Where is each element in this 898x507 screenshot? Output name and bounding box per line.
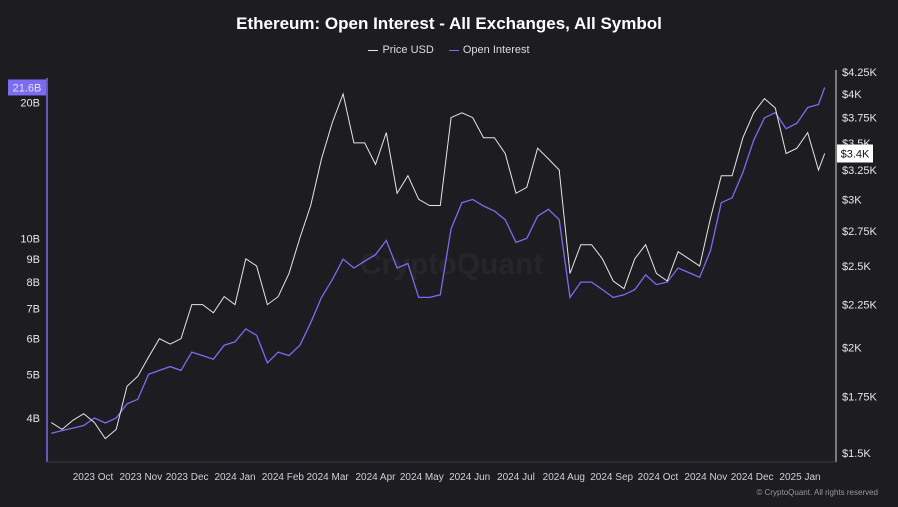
legend-item-oi[interactable]: Open Interest	[448, 44, 530, 56]
x-tick-label: 2024 Sep	[590, 472, 633, 483]
x-tick-label: 2024 Feb	[262, 472, 305, 483]
right-tick-label: $1.75K	[842, 392, 878, 404]
x-tick-label: 2024 Mar	[307, 472, 350, 483]
x-tick-label: 2024 Jul	[497, 472, 535, 483]
x-tick-label: 2024 Dec	[731, 472, 774, 483]
oi-current-label: 21.6B	[13, 82, 42, 94]
right-tick-label: $2K	[842, 343, 862, 355]
right-tick-label: $3K	[842, 194, 862, 206]
x-tick-label: 2024 Aug	[543, 472, 585, 483]
legend-label-oi: Open Interest	[462, 44, 530, 56]
x-tick-label: 2024 Jun	[449, 472, 490, 483]
right-tick-label: $4.25K	[842, 67, 878, 79]
oi-current-badge	[8, 79, 46, 96]
chart-title: Ethereum: Open Interest - All Exchanges,…	[236, 14, 662, 33]
left-tick-label: 7B	[27, 303, 40, 315]
right-tick-label: $3.75K	[842, 113, 878, 125]
x-tick-label: 2023 Nov	[119, 472, 162, 483]
price-series-line	[51, 92, 826, 440]
oi-series-line	[51, 87, 826, 434]
left-tick-label: 6B	[27, 334, 40, 346]
left-tick-label: 5B	[27, 369, 40, 381]
price-current-badge	[837, 144, 873, 163]
left-tick-label: 20B	[20, 98, 40, 110]
x-tick-label: 2023 Oct	[73, 472, 114, 483]
left-tick-label: 10B	[20, 233, 40, 245]
right-tick-label: $2.25K	[842, 300, 878, 312]
legend: Price USD Open Interest	[0, 44, 898, 56]
right-tick-label: $2.75K	[842, 226, 878, 238]
left-tick-label: 9B	[27, 254, 40, 266]
x-tick-label: 2024 Nov	[684, 472, 727, 483]
right-tick-label: $3.25K	[842, 165, 878, 177]
x-tick-label: 2025 Jan	[779, 472, 820, 483]
x-tick-label: 2023 Dec	[166, 472, 209, 483]
right-tick-label: $2.5K	[842, 261, 871, 273]
legend-item-price[interactable]: Price USD	[368, 44, 434, 56]
legend-label-price: Price USD	[382, 44, 434, 56]
x-tick-label: 2024 Oct	[638, 472, 679, 483]
left-tick-label: 8B	[27, 277, 40, 289]
price-current-label: $3.4K	[841, 148, 870, 160]
x-tick-label: 2024 May	[400, 472, 444, 483]
x-tick-label: 2024 Apr	[355, 472, 396, 483]
watermark: CryptoQuant	[360, 248, 543, 282]
left-tick-label: 4B	[27, 413, 40, 425]
copyright: © CryptoQuant. All rights reserved	[756, 488, 879, 497]
right-tick-label: $4K	[842, 89, 862, 101]
right-tick-label: $1.5K	[842, 448, 871, 460]
x-tick-label: 2024 Jan	[214, 472, 255, 483]
